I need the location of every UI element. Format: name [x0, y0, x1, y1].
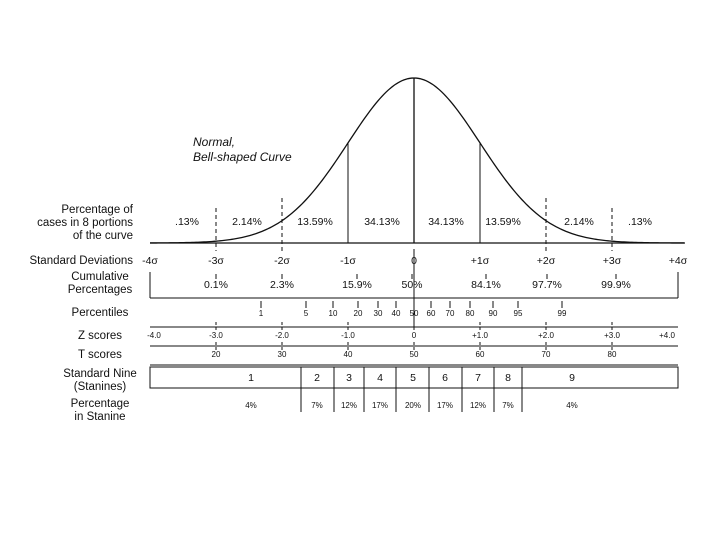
row-item: 8 — [505, 372, 511, 384]
row-item: 4% — [566, 401, 578, 410]
row-item: 2.14% — [232, 216, 262, 228]
row-item: 84.1% — [471, 279, 501, 291]
row-item: 0.1% — [204, 279, 228, 291]
row-item: 7 — [475, 372, 481, 384]
row-item: 95 — [514, 309, 523, 318]
row-item: 60 — [427, 309, 436, 318]
stanine-box — [149, 366, 679, 389]
row-item: +3.0 — [604, 331, 620, 340]
row-item: 13.59% — [485, 216, 521, 228]
row-item: +1σ — [471, 255, 490, 267]
row-item: 40 — [344, 350, 353, 359]
row-item: 34.13% — [428, 216, 464, 228]
row-label: Standard Nine — [63, 368, 137, 380]
row-label: Z scores — [78, 330, 122, 342]
row-item: 34.13% — [364, 216, 400, 228]
row-item: -2.0 — [275, 331, 289, 340]
row-item: 17% — [372, 401, 388, 410]
row-item: 30 — [374, 309, 383, 318]
bell-curve — [150, 77, 684, 244]
row-item: 5 — [304, 309, 309, 318]
row-item: 20 — [354, 309, 363, 318]
row-item: 20 — [212, 350, 221, 359]
row-item: 12% — [470, 401, 486, 410]
row-label: in Stanine — [74, 411, 125, 423]
row-item: 6 — [442, 372, 448, 384]
row-item: 4% — [245, 401, 257, 410]
row-item: 99 — [558, 309, 567, 318]
row-item: 10 — [329, 309, 338, 318]
row-item: 99.9% — [601, 279, 631, 291]
curve-label: Bell-shaped Curve — [193, 150, 292, 164]
row-item: 7% — [502, 401, 514, 410]
row-item: -3σ — [208, 255, 224, 267]
row-label: Cumulative — [71, 271, 129, 283]
row-label: Percentage of — [61, 204, 133, 216]
row-item: -3.0 — [209, 331, 223, 340]
row-label: Percentage — [71, 398, 130, 410]
row-item: 1 — [259, 309, 264, 318]
row-item: 50% — [401, 279, 422, 291]
row-item: 60 — [476, 350, 485, 359]
row-item: 40 — [392, 309, 401, 318]
row-label: Percentages — [68, 284, 133, 296]
row-item: 80 — [608, 350, 617, 359]
curve-label: Normal, — [193, 135, 235, 149]
row-item: 7% — [311, 401, 323, 410]
row-item: -1.0 — [341, 331, 355, 340]
row-item: 30 — [278, 350, 287, 359]
row-item: 70 — [446, 309, 455, 318]
row-label: (Stanines) — [74, 381, 127, 393]
row-item: 2 — [314, 372, 320, 384]
row-item: 0 — [412, 331, 417, 340]
row-item: 50 — [410, 350, 419, 359]
row-label: T scores — [78, 349, 122, 361]
row-item: 2.3% — [270, 279, 294, 291]
row-item: 5 — [410, 372, 416, 384]
row-item: +4.0 — [659, 331, 675, 340]
row-item: -4σ — [142, 255, 158, 267]
row-item: .13% — [175, 216, 199, 228]
row-item: .13% — [628, 216, 652, 228]
row-item: -1σ — [340, 255, 356, 267]
row-item: 2.14% — [564, 216, 594, 228]
row-item: 3 — [346, 372, 352, 384]
row-label: Standard Deviations — [29, 255, 133, 267]
row-item: 17% — [437, 401, 453, 410]
row-item: 15.9% — [342, 279, 372, 291]
row-item: -2σ — [274, 255, 290, 267]
row-item: 20% — [405, 401, 421, 410]
row-label: Percentiles — [72, 307, 129, 319]
row-item: 12% — [341, 401, 357, 410]
row-item: +3σ — [603, 255, 622, 267]
row-item: 97.7% — [532, 279, 562, 291]
row-label: of the curve — [73, 230, 133, 242]
row-item: 1 — [248, 372, 254, 384]
row-item: +4σ — [669, 255, 688, 267]
row-item: +1.0 — [472, 331, 488, 340]
row-item: 9 — [569, 372, 575, 384]
row-item: 90 — [489, 309, 498, 318]
row-item: 80 — [466, 309, 475, 318]
row-item: 13.59% — [297, 216, 333, 228]
row-item: +2.0 — [538, 331, 554, 340]
row-label: cases in 8 portions — [37, 217, 133, 229]
row-item: 70 — [542, 350, 551, 359]
row-item: 4 — [377, 372, 383, 384]
row-item: +2σ — [537, 255, 556, 267]
row-item: -4.0 — [147, 331, 161, 340]
